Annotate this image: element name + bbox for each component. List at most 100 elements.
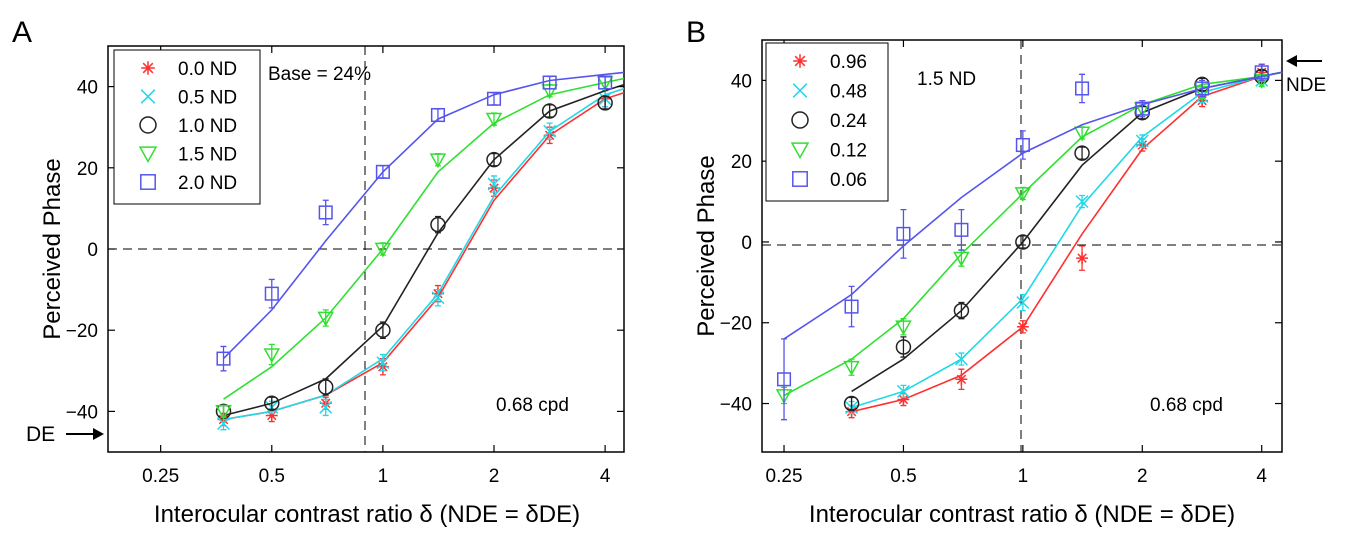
marker-triangle <box>138 146 158 164</box>
error-bar <box>322 199 329 226</box>
marker-square <box>318 205 333 220</box>
legend-label: 0.96 <box>830 52 867 73</box>
marker-square <box>896 226 911 241</box>
marker-square <box>598 75 613 90</box>
marker-star <box>141 61 155 75</box>
marker-circle <box>375 322 391 338</box>
marker-star <box>265 409 278 422</box>
error-bar <box>434 215 441 234</box>
legend-item: 2.0 ND <box>140 173 237 194</box>
marker-circle <box>895 339 912 355</box>
legend-label: 1.0 ND <box>178 116 237 137</box>
marker-square <box>1254 65 1269 80</box>
y-tick-label: 40 <box>77 78 98 99</box>
error-bar <box>1079 146 1086 160</box>
legend-label: 0.06 <box>830 170 867 191</box>
legend-label: 1.5 ND <box>178 145 237 166</box>
error-bar <box>322 378 329 396</box>
series-0-06 <box>776 63 1283 421</box>
marker-x <box>792 83 808 98</box>
legend: 0.0 ND 0.5 ND 1.0 ND 1.5 ND 2.0 ND <box>113 49 261 205</box>
fit-line <box>223 87 625 421</box>
marker-triangle <box>843 360 860 376</box>
marker-square <box>954 222 969 237</box>
marker-circle <box>317 379 334 395</box>
x-tick-label: 0.25 <box>766 466 803 487</box>
marker-square <box>792 171 808 187</box>
x-tick-label: 0.5 <box>259 466 285 487</box>
fit-line <box>851 71 1283 413</box>
error-bar <box>220 345 227 372</box>
marker-triangle <box>263 348 281 364</box>
error-bar <box>958 301 965 320</box>
marker-x <box>896 384 910 398</box>
marker-x <box>487 177 501 191</box>
y-tick-label: 0 <box>741 233 752 254</box>
error-bar <box>1139 99 1146 118</box>
error-bar <box>379 165 386 179</box>
fit-line <box>223 77 625 400</box>
fit-line <box>783 71 1283 397</box>
error-bar <box>1258 63 1265 82</box>
legend-label: 0.24 <box>830 111 867 132</box>
marker-x <box>376 356 390 370</box>
y-axis-label: Perceived Phase <box>693 155 720 336</box>
tick-layer: 0.25 0.5 1 2 4 −40 −20 0 20 40 <box>720 40 1282 487</box>
legend: 0.96 0.48 0.24 0.12 0.06 <box>765 42 889 202</box>
marker-x <box>1016 296 1030 310</box>
x-tick-label: 0.25 <box>142 466 179 487</box>
x-tick-label: 2 <box>1137 466 1148 487</box>
x-tick-label: 1 <box>378 466 389 487</box>
legend-item: 1.0 ND <box>139 116 237 137</box>
nde-arrow: NDE <box>1286 55 1326 96</box>
marker-circle <box>1015 234 1031 250</box>
nde-arrow-label: NDE <box>1286 75 1326 96</box>
marker-star <box>793 54 807 68</box>
plot-area-frame <box>761 39 1283 453</box>
y-tick-label: 40 <box>731 71 752 92</box>
legend-label: 0.0 ND <box>178 59 237 80</box>
y-tick-label: −40 <box>66 402 98 423</box>
legend-item: 0.5 ND <box>140 88 237 109</box>
marker-square <box>486 91 502 106</box>
marker-x <box>319 400 333 414</box>
marker-star <box>897 393 910 406</box>
de-arrow-label: DE <box>26 423 55 446</box>
x-tick-label: 1 <box>1018 466 1029 487</box>
nde-arrow-head <box>1286 55 1297 67</box>
error-bar <box>1079 73 1086 104</box>
x-tick-label: 2 <box>489 466 500 487</box>
marker-circle <box>139 116 157 134</box>
legend-box <box>113 49 261 205</box>
error-bar <box>958 208 965 251</box>
marker-star <box>1076 252 1089 265</box>
error-bar <box>848 285 855 328</box>
y-tick-label: 20 <box>77 159 98 180</box>
series-0-0-nd <box>217 90 625 427</box>
error-bar <box>434 108 441 122</box>
legend-label: 0.5 ND <box>178 88 237 109</box>
error-bar <box>491 152 498 167</box>
series-layer <box>775 63 1283 421</box>
marker-x <box>140 89 156 104</box>
marker-square <box>1075 81 1090 96</box>
legend-items: 0.96 0.48 0.24 0.12 0.06 <box>790 52 867 191</box>
marker-circle <box>430 216 446 233</box>
panel-label: A <box>12 16 32 49</box>
error-bar <box>379 321 386 339</box>
legend-label: 0.12 <box>830 141 867 162</box>
error-bar <box>900 208 907 259</box>
marker-x <box>217 417 230 431</box>
marker-x <box>1135 134 1149 148</box>
legend-item: 0.96 <box>793 52 867 73</box>
marker-circle <box>791 111 809 129</box>
tick-layer: 0.25 0.5 1 2 4 −40 −20 0 20 40 <box>66 46 624 487</box>
x-tick-label: 0.5 <box>890 466 916 487</box>
y-axis-label: Perceived Phase <box>39 158 66 339</box>
base-contrast-annotation: Base = 24% <box>268 64 371 85</box>
series-1-0-nd <box>215 83 625 420</box>
marker-triangle <box>215 405 232 420</box>
error-bar <box>1199 79 1206 98</box>
